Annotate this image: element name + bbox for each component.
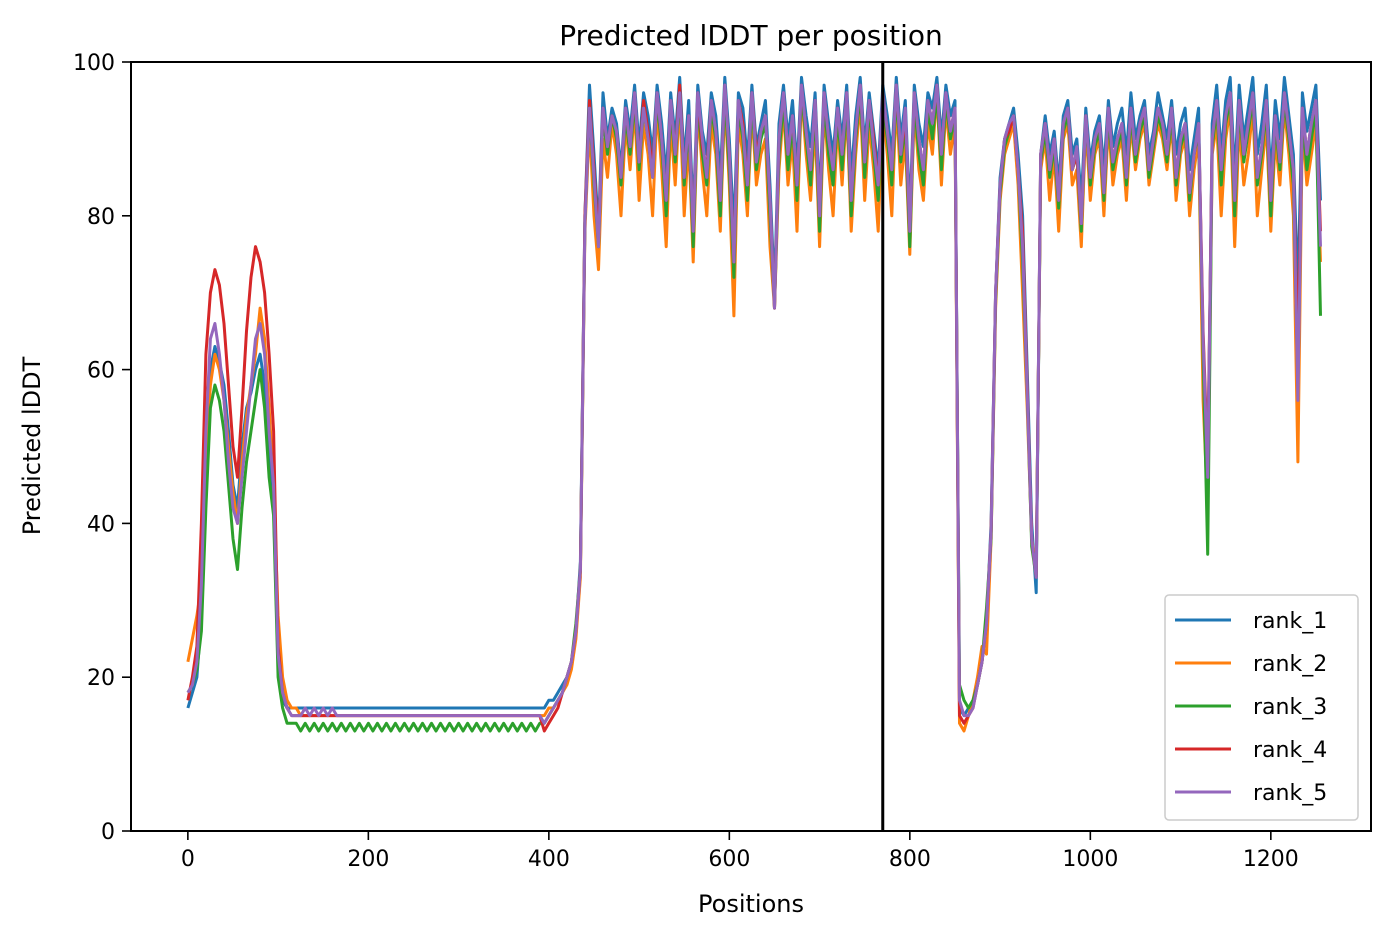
legend-label: rank_3 [1253, 695, 1327, 720]
legend-label: rank_1 [1253, 609, 1327, 634]
series-line-rank-5 [186, 83, 1322, 725]
y-tick-label: 40 [87, 512, 115, 537]
plot-area: 0 200 400 600 800 1000 1200 0 20 40 60 80 100 [73, 51, 1372, 872]
x-tick-label: 1200 [1243, 847, 1299, 872]
x-tick-label: 800 [889, 847, 931, 872]
legend-label: rank_5 [1253, 781, 1327, 806]
y-tick-label: 60 [87, 359, 115, 384]
y-tick-label: 80 [87, 205, 115, 230]
x-tick-label: 0 [181, 847, 195, 872]
y-axis-label: Predicted lDDT [18, 356, 46, 535]
chart-title: Predicted lDDT per position [559, 19, 943, 52]
y-tick-label: 20 [87, 666, 115, 691]
x-tick-label: 400 [528, 847, 570, 872]
x-tick-label: 600 [708, 847, 750, 872]
x-tick-label: 200 [347, 847, 389, 872]
y-axis-ticks: 0 20 40 60 80 100 [73, 51, 131, 845]
series-layer [186, 75, 1322, 733]
x-axis-ticks: 0 200 400 600 800 1000 1200 [181, 831, 1299, 872]
plot-frame [130, 61, 1372, 832]
legend-box [1164, 594, 1359, 821]
legend-label: rank_2 [1253, 652, 1327, 677]
y-tick-label: 100 [73, 51, 115, 76]
legend: rank_1 rank_2 rank_3 rank_4 rank_5 [1164, 594, 1359, 821]
x-tick-label: 1000 [1062, 847, 1118, 872]
x-axis-label: Positions [698, 890, 804, 918]
y-tick-label: 0 [101, 820, 115, 845]
legend-label: rank_4 [1253, 738, 1327, 763]
